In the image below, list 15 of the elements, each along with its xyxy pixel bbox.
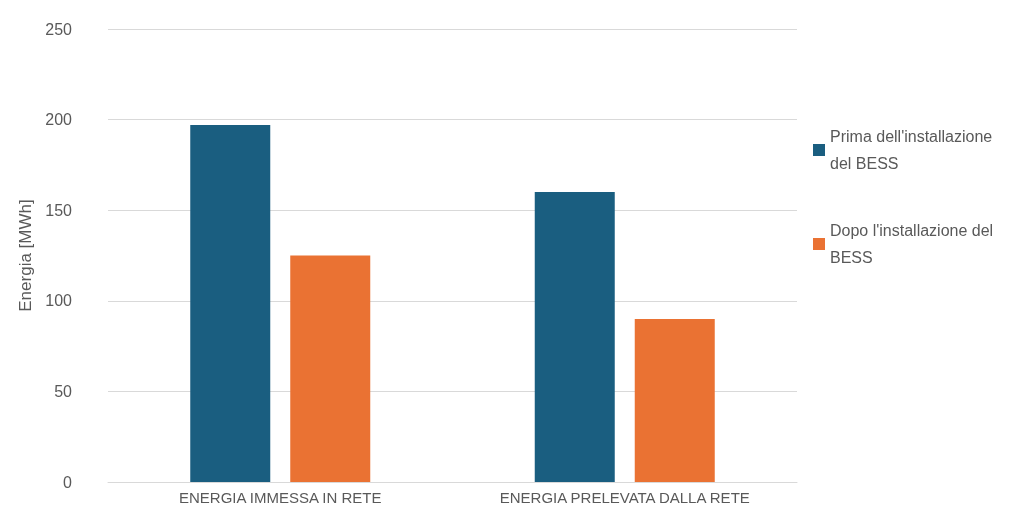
x-tick-label: ENERGIA IMMESSA IN RETE xyxy=(178,489,382,506)
x-tick-label: ENERGIA PRELEVATA DALLA RETE xyxy=(499,489,750,506)
y-tick-label: 200 xyxy=(45,111,73,129)
bar xyxy=(290,255,371,482)
y-axis-title: Energia [MWh] xyxy=(16,199,36,312)
y-tick-label: 150 xyxy=(45,201,73,219)
legend-label: Dopo l'installazione del BESS xyxy=(830,222,998,266)
bar xyxy=(190,125,271,482)
y-tick-label: 250 xyxy=(45,20,73,38)
bar xyxy=(534,192,615,482)
bar xyxy=(634,318,715,482)
y-tick-label: 0 xyxy=(63,473,73,491)
legend-label: Prima dell'installazione del BESS xyxy=(830,128,997,172)
y-tick-label: 50 xyxy=(54,382,73,400)
y-tick-label: 100 xyxy=(45,292,73,310)
